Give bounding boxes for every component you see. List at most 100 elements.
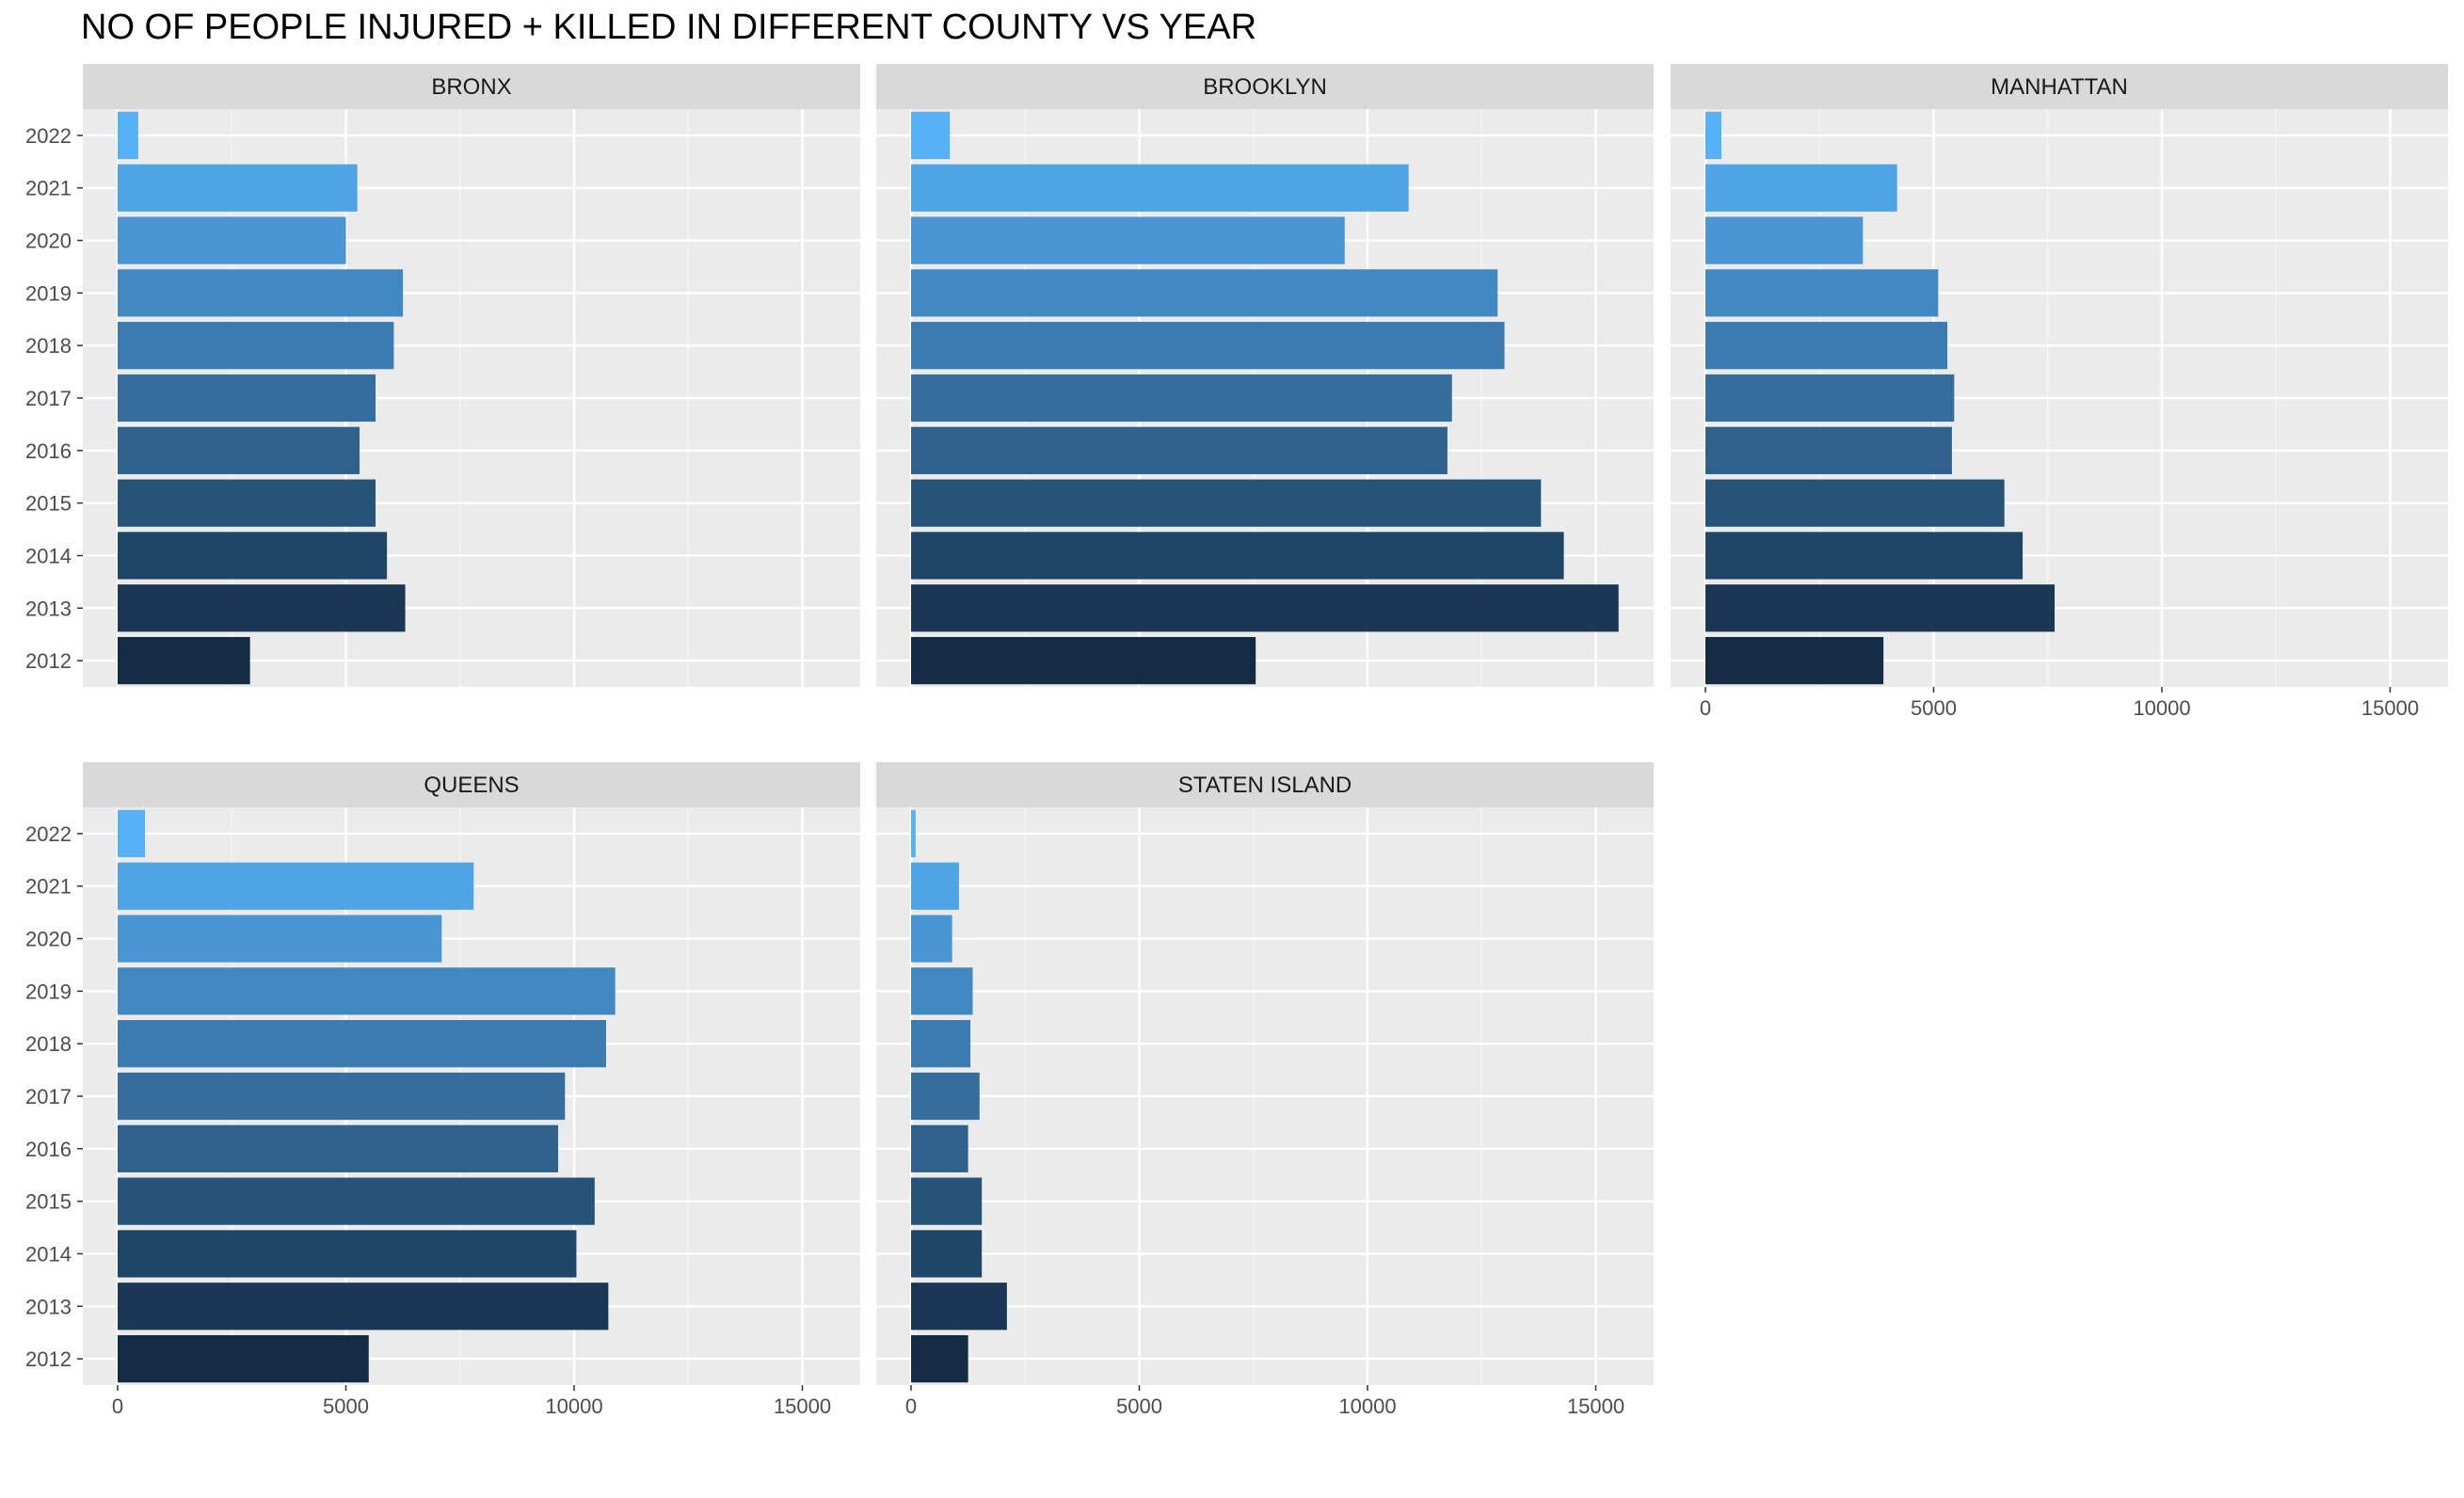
y-tick-label-2022: 2022: [25, 822, 72, 846]
y-tick-label-2016: 2016: [25, 439, 72, 463]
bar-manhattan-2013: [1705, 584, 2056, 632]
bar-staten-island-2012: [911, 1334, 968, 1383]
bar-queens-2013: [118, 1283, 609, 1331]
bar-brooklyn-2021: [911, 164, 1409, 212]
y-tick-label-2014: 2014: [25, 544, 72, 567]
y-tick-label-2021: 2021: [25, 875, 72, 899]
x-tick-label-5000: 5000: [1116, 1394, 1162, 1418]
bar-queens-2017: [118, 1072, 566, 1121]
x-tick-label-15000: 15000: [1567, 1394, 1624, 1418]
bar-queens-2012: [118, 1334, 369, 1383]
x-tick-label-10000: 10000: [1338, 1394, 1396, 1418]
y-tick-label-2017: 2017: [25, 1085, 72, 1108]
y-tick-label-2019: 2019: [25, 980, 72, 1003]
panel-staten-island: STATEN ISLAND 0 5000 10000 15000: [876, 762, 1654, 1418]
y-tick-label-2020: 2020: [25, 230, 72, 253]
bar-staten-island-2018: [911, 1020, 971, 1068]
bar-staten-island-2019: [911, 967, 973, 1015]
bar-manhattan-2017: [1705, 374, 1955, 422]
x-tick-label-15000: 15000: [774, 1394, 831, 1418]
bar-staten-island-2014: [911, 1230, 983, 1278]
bar-brooklyn-2015: [911, 479, 1542, 527]
bar-brooklyn-2016: [911, 426, 1448, 474]
y-tick-label-2016: 2016: [25, 1138, 72, 1161]
strip-label-staten-island: STATEN ISLAND: [1178, 773, 1352, 798]
bar-brooklyn-2022: [911, 111, 951, 160]
x-tick-label-5000: 5000: [323, 1394, 369, 1418]
bar-bronx-2015: [118, 479, 376, 527]
bar-bronx-2016: [118, 426, 360, 474]
y-tick-label-2012: 2012: [25, 649, 72, 673]
panel-queens: QUEENS 2012 2013 2014 2015 2016 2017 2018 2019 20…: [25, 762, 860, 1418]
bar-bronx-2014: [118, 532, 388, 580]
strip-label-bronx: BRONX: [431, 74, 511, 100]
panel-brooklyn: BROOKLYN: [876, 64, 1654, 687]
bar-staten-island-2021: [911, 862, 959, 910]
bar-brooklyn-2012: [911, 636, 1256, 685]
x-tick-label-5000: 5000: [1911, 696, 1957, 720]
bar-queens-2015: [118, 1177, 595, 1225]
bar-manhattan-2021: [1705, 164, 1897, 212]
bar-bronx-2018: [118, 322, 394, 370]
chart-title: NO OF PEOPLE INJURED + KILLED IN DIFFERE…: [81, 8, 1257, 47]
bar-manhattan-2012: [1705, 636, 1884, 685]
y-tick-label-2015: 2015: [25, 492, 72, 516]
bar-queens-2016: [118, 1124, 559, 1172]
bar-bronx-2013: [118, 584, 406, 632]
y-tick-label-2019: 2019: [25, 281, 72, 305]
x-tick-label-10000: 10000: [545, 1394, 602, 1418]
y-tick-label-2013: 2013: [25, 1295, 72, 1318]
bar-brooklyn-2014: [911, 532, 1564, 580]
bar-queens-2014: [118, 1230, 577, 1278]
panel-bronx: BRONX 2012 2013 2014 2015 2016 2017 2018 2019 202…: [25, 64, 860, 687]
bar-queens-2022: [118, 809, 146, 858]
y-tick-label-2021: 2021: [25, 177, 72, 200]
y-tick-label-2013: 2013: [25, 597, 72, 620]
panel-manhattan: MANHATTAN 0 5000 10000 15000: [1671, 64, 2448, 720]
bar-staten-island-2013: [911, 1283, 1007, 1331]
bar-bronx-2019: [118, 269, 404, 317]
x-tick-label-0: 0: [905, 1394, 917, 1418]
bar-manhattan-2014: [1705, 532, 2024, 580]
bar-manhattan-2019: [1705, 269, 1939, 317]
bar-manhattan-2018: [1705, 322, 1948, 370]
bar-manhattan-2022: [1705, 111, 1721, 160]
bar-brooklyn-2018: [911, 322, 1505, 370]
strip-bronx: [83, 64, 860, 109]
bar-bronx-2020: [118, 216, 346, 264]
bar-bronx-2017: [118, 374, 376, 422]
bar-staten-island-2020: [911, 915, 952, 963]
bar-brooklyn-2013: [911, 584, 1619, 632]
bar-queens-2018: [118, 1020, 606, 1068]
strip-brooklyn: [876, 64, 1654, 109]
bar-staten-island-2022: [911, 809, 916, 858]
y-tick-label-2022: 2022: [25, 124, 72, 148]
strip-queens: [83, 762, 860, 807]
x-tick-label-15000: 15000: [2361, 696, 2419, 720]
bar-brooklyn-2020: [911, 216, 1345, 264]
bar-staten-island-2016: [911, 1124, 968, 1172]
bar-staten-island-2015: [911, 1177, 983, 1225]
y-tick-label-2014: 2014: [25, 1242, 72, 1266]
strip-label-queens: QUEENS: [424, 773, 519, 798]
bar-bronx-2022: [118, 111, 138, 160]
y-tick-label-2012: 2012: [25, 1347, 72, 1371]
y-tick-label-2018: 2018: [25, 1032, 72, 1056]
bar-manhattan-2020: [1705, 216, 1864, 264]
strip-label-manhattan: MANHATTAN: [1991, 74, 2128, 100]
bar-queens-2021: [118, 862, 474, 910]
y-tick-label-2017: 2017: [25, 387, 72, 410]
x-tick-label-0: 0: [112, 1394, 123, 1418]
bar-brooklyn-2017: [911, 374, 1452, 422]
bar-bronx-2021: [118, 164, 358, 212]
bar-manhattan-2016: [1705, 426, 1952, 474]
bar-manhattan-2015: [1705, 479, 2005, 527]
bar-brooklyn-2019: [911, 269, 1498, 317]
strip-label-brooklyn: BROOKLYN: [1203, 74, 1327, 100]
strip-staten-island: [876, 762, 1654, 807]
y-tick-label-2020: 2020: [25, 928, 72, 951]
bar-queens-2020: [118, 915, 442, 963]
y-tick-label-2018: 2018: [25, 334, 72, 358]
x-tick-label-10000: 10000: [2133, 696, 2190, 720]
